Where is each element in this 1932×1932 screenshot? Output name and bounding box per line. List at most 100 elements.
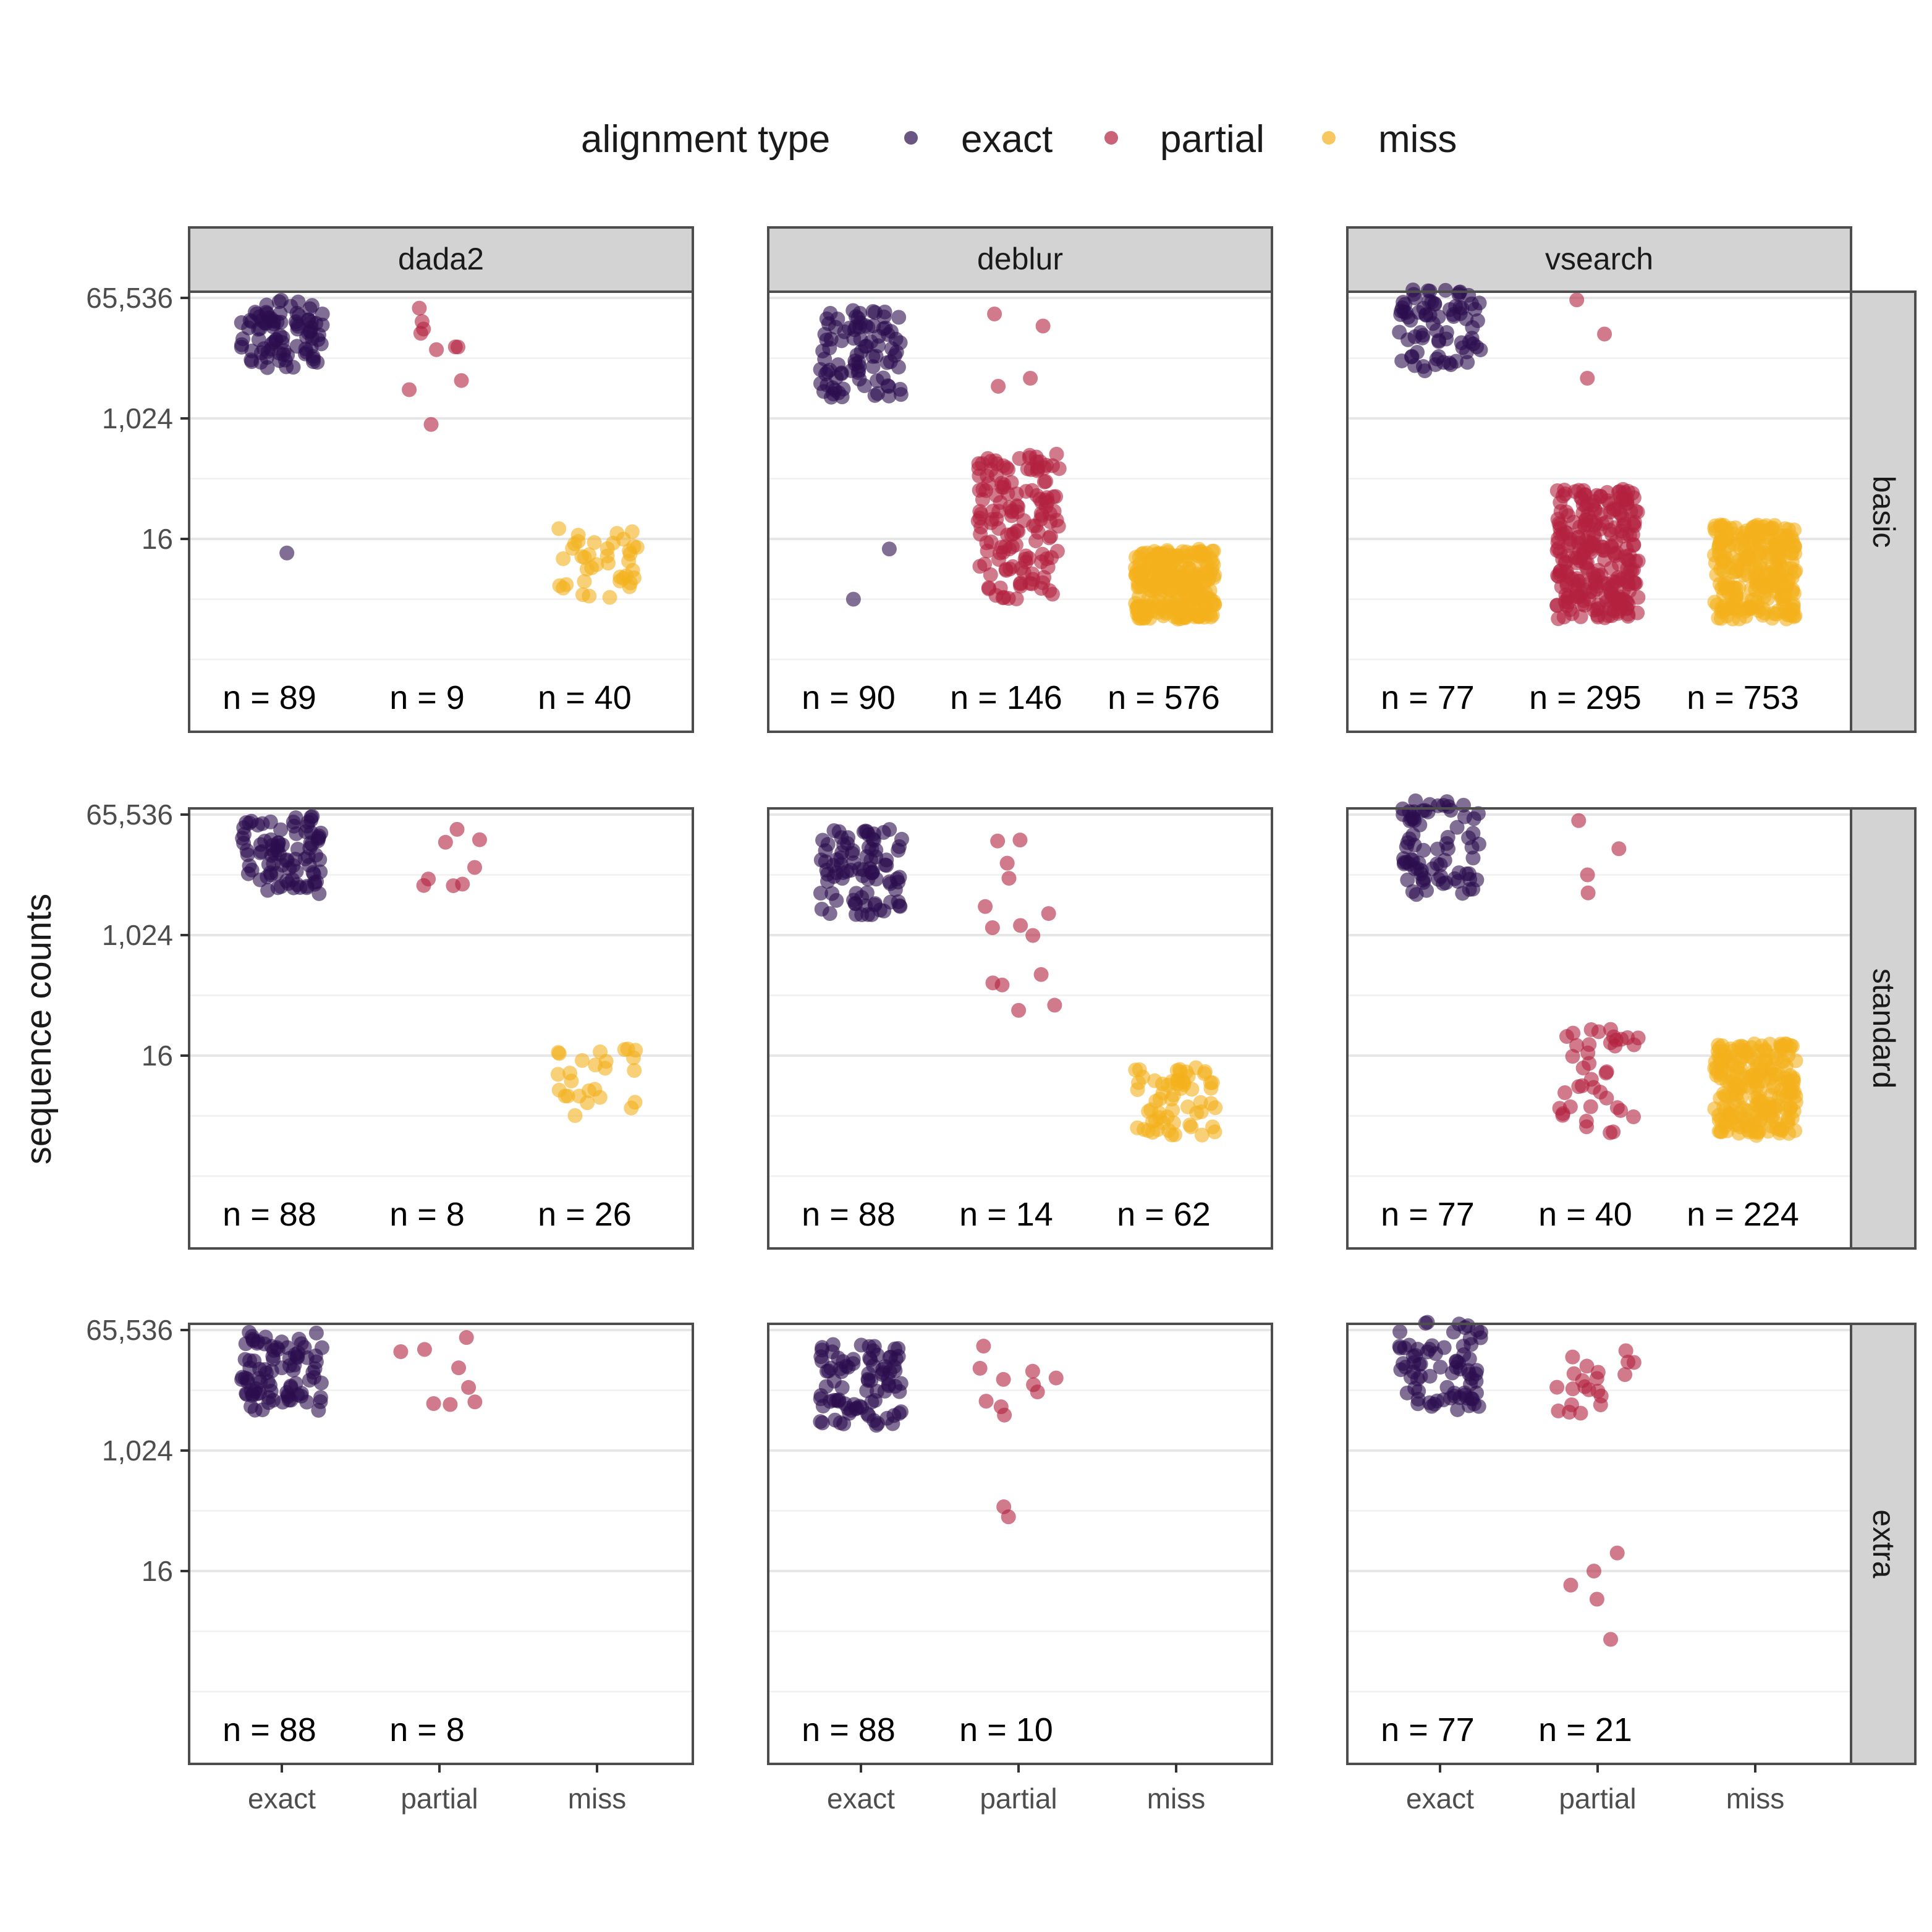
point-partial xyxy=(1025,1363,1040,1379)
point-exact xyxy=(833,1415,848,1431)
point-miss xyxy=(1713,534,1728,549)
point-partial xyxy=(1589,1371,1604,1386)
n-label-partial: n = 295 xyxy=(1529,679,1642,716)
point-exact xyxy=(300,849,316,864)
point-miss xyxy=(1189,1105,1205,1121)
point-partial xyxy=(1599,1064,1614,1080)
point-miss xyxy=(1783,546,1799,561)
point-partial xyxy=(402,382,417,397)
point-partial xyxy=(1569,1038,1585,1053)
point-exact xyxy=(1441,799,1456,815)
n-label-exact: n = 77 xyxy=(1381,1711,1475,1748)
point-partial xyxy=(1032,491,1048,507)
legend-title: alignment type xyxy=(581,118,830,161)
point-partial xyxy=(451,1360,467,1376)
point-partial xyxy=(1001,871,1017,886)
point-partial xyxy=(1019,483,1034,499)
n-label-partial: n = 8 xyxy=(389,1196,465,1233)
point-miss xyxy=(1128,549,1143,565)
point-partial xyxy=(1609,1545,1625,1561)
point-miss xyxy=(1747,536,1762,551)
point-exact xyxy=(1410,344,1425,360)
point-miss xyxy=(1145,603,1160,619)
panel-dada2-extra: n = 88 n = 8 65,536 1,024 16 exact partial miss xyxy=(86,1314,694,1815)
point-partial xyxy=(978,899,993,914)
point-partial xyxy=(993,545,1008,561)
point-partial xyxy=(1593,567,1609,583)
point-exact xyxy=(1469,872,1485,888)
point-miss xyxy=(1713,1124,1728,1139)
point-exact xyxy=(854,907,870,923)
point-partial xyxy=(983,534,999,549)
point-miss xyxy=(1727,520,1743,535)
point-exact xyxy=(1392,1324,1408,1339)
point-exact xyxy=(234,337,250,352)
point-miss xyxy=(1734,1038,1749,1054)
y-tick-label: 65,536 xyxy=(86,282,173,314)
point-miss xyxy=(624,1100,639,1116)
point-exact xyxy=(814,902,829,917)
point-exact xyxy=(880,378,896,394)
point-partial xyxy=(417,1342,432,1357)
point-exact xyxy=(239,843,255,858)
point-exact xyxy=(865,831,881,847)
point-miss xyxy=(1208,1100,1223,1116)
point-exact xyxy=(267,845,282,861)
panel-background xyxy=(768,1324,1272,1764)
point-exact xyxy=(313,336,329,352)
strip-label-dada2: dada2 xyxy=(398,242,484,276)
point-partial xyxy=(1570,574,1586,589)
point-miss xyxy=(1773,575,1788,590)
point-exact xyxy=(1410,1396,1426,1412)
x-tick-label: exact xyxy=(248,1782,316,1815)
point-exact xyxy=(308,1325,324,1341)
n-label-exact: n = 88 xyxy=(222,1711,316,1748)
point-partial xyxy=(976,1339,991,1354)
point-exact xyxy=(887,1341,902,1357)
panels: dada2 deblur vsearch basic standard extra n = … xyxy=(86,226,1917,1815)
point-exact xyxy=(888,882,903,897)
point-exact xyxy=(245,1386,260,1402)
point-partial xyxy=(996,590,1012,605)
x-tick-label: exact xyxy=(1406,1782,1474,1815)
point-partial xyxy=(1043,528,1058,544)
point-partial xyxy=(467,1394,483,1410)
point-partial xyxy=(1589,1591,1604,1607)
point-exact xyxy=(846,1397,862,1412)
point-exact xyxy=(1452,300,1468,315)
point-partial xyxy=(1551,515,1567,531)
point-partial xyxy=(1565,1349,1580,1365)
point-miss xyxy=(1160,553,1176,569)
panel-vsearch-basic: n = 77 n = 295 n = 753 xyxy=(1346,282,1852,733)
point-partial xyxy=(426,1396,441,1412)
panel-dada2-standard: n = 88 n = 8 n = 26 65,536 1,024 16 xyxy=(86,799,694,1250)
point-exact xyxy=(891,359,906,375)
point-miss xyxy=(1130,1082,1145,1098)
point-miss xyxy=(1769,1051,1784,1067)
point-exact xyxy=(279,545,295,561)
panel-deblur-extra: n = 88 n = 10 exact partial miss xyxy=(767,1323,1273,1815)
point-exact xyxy=(886,1408,902,1423)
point-exact xyxy=(1461,830,1477,845)
point-partial xyxy=(1004,539,1020,554)
point-partial xyxy=(1575,505,1591,520)
panel-deblur-standard: n = 88 n = 14 n = 62 xyxy=(767,807,1273,1250)
point-exact xyxy=(305,865,321,880)
point-miss xyxy=(557,1088,573,1104)
point-miss xyxy=(1716,517,1731,533)
point-miss xyxy=(1145,577,1161,593)
point-partial xyxy=(1618,1343,1633,1358)
point-exact xyxy=(820,837,836,852)
point-exact xyxy=(1400,835,1415,850)
point-miss xyxy=(587,535,602,550)
point-exact xyxy=(1456,797,1472,813)
point-exact xyxy=(1429,323,1444,338)
panel-border xyxy=(767,1323,1273,1765)
point-exact xyxy=(1471,1399,1486,1414)
point-partial xyxy=(1551,1403,1566,1418)
point-exact xyxy=(272,345,287,361)
point-partial xyxy=(1586,1564,1601,1578)
point-exact xyxy=(1392,1339,1407,1354)
point-partial xyxy=(996,1371,1011,1387)
